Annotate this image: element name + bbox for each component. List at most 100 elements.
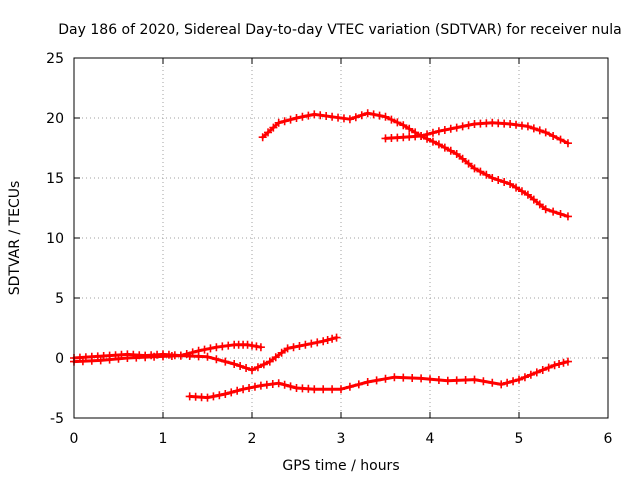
data-point [258, 133, 267, 142]
data-point [363, 378, 372, 386]
data-point [434, 140, 443, 149]
data-point [541, 128, 550, 137]
data-point [541, 205, 550, 214]
data-point [555, 360, 564, 368]
data-point [464, 121, 473, 130]
data-point [506, 180, 515, 188]
axis-tick-labels: 0 1 2 3 4 5 6 -5 0 5 10 15 20 25 [46, 51, 612, 447]
data-point [381, 374, 390, 383]
data-point [488, 378, 497, 387]
data-point [323, 336, 332, 344]
y-tick-label: 10 [46, 231, 64, 247]
data-point [470, 375, 479, 384]
data-point [301, 340, 310, 349]
data-point [538, 366, 547, 374]
data-point [203, 393, 212, 402]
data-point [452, 150, 461, 158]
data-point [390, 373, 399, 382]
data-point [482, 170, 491, 179]
data-point [283, 344, 292, 353]
y-axis-label: SDTVAR / TECUs [7, 181, 23, 296]
data-point [203, 352, 212, 361]
data-point [512, 183, 521, 192]
data-point [440, 143, 449, 152]
data-point [236, 362, 245, 370]
data-point [387, 115, 396, 124]
data-point [375, 111, 384, 120]
data-point [523, 190, 532, 199]
y-tick-label: 0 [55, 351, 64, 367]
data-point [517, 187, 526, 196]
data-point [212, 355, 221, 364]
data-point [417, 374, 426, 383]
data-point [494, 176, 503, 184]
data-point [200, 345, 209, 354]
data-point [298, 112, 307, 121]
data-point [319, 385, 328, 394]
data-point [259, 360, 268, 369]
data-point [497, 380, 506, 389]
data-point [310, 385, 319, 394]
data-point [239, 385, 248, 394]
data-point [319, 337, 328, 346]
data-point [476, 167, 485, 176]
y-tick-label: 5 [55, 291, 64, 307]
x-tick-label: 1 [159, 431, 168, 447]
data-point [221, 357, 230, 366]
data-point [423, 130, 432, 139]
x-tick-label: 3 [337, 431, 346, 447]
data-point [563, 139, 572, 148]
data-point [351, 113, 360, 122]
data-point [381, 112, 390, 121]
data-point [523, 122, 532, 131]
data-point [515, 375, 523, 384]
data-point [265, 357, 274, 366]
x-tick-label: 4 [426, 431, 435, 447]
grid [74, 58, 608, 418]
data-point [526, 370, 535, 379]
data-point [452, 376, 461, 385]
data-series [70, 109, 572, 402]
data-point [280, 117, 289, 126]
data-point [440, 126, 449, 134]
x-tick-label: 0 [70, 431, 79, 447]
data-point [549, 132, 558, 140]
data-point [256, 343, 265, 352]
x-tick-label: 5 [515, 431, 524, 447]
data-point [215, 391, 224, 400]
data-point [509, 377, 518, 386]
data-point [277, 348, 286, 357]
data-point [159, 352, 167, 361]
x-tick-label: 2 [248, 431, 257, 447]
data-point [556, 210, 565, 218]
data-point [399, 373, 408, 382]
data-point [105, 355, 114, 364]
data-point [167, 352, 176, 360]
data-point [242, 364, 251, 372]
data-point [434, 127, 443, 136]
data-point [345, 115, 354, 124]
data-point [393, 118, 402, 127]
data-point [245, 384, 254, 392]
data-point [304, 111, 313, 120]
data-point [529, 195, 538, 204]
data-point [243, 340, 252, 349]
data-point [443, 376, 452, 385]
y-tick-label: 15 [46, 171, 64, 187]
data-point [271, 353, 280, 362]
data-point [434, 376, 443, 384]
data-point [194, 352, 203, 361]
data-point [176, 351, 185, 360]
data-point [274, 379, 283, 388]
data-point [399, 121, 408, 130]
data-point [337, 385, 345, 394]
series-arc-2 [70, 333, 341, 374]
data-point [372, 376, 381, 385]
data-point [209, 392, 218, 401]
data-point [221, 390, 230, 398]
data-point [328, 385, 337, 394]
data-point [141, 353, 150, 362]
data-point [252, 342, 261, 351]
data-point [332, 333, 341, 342]
